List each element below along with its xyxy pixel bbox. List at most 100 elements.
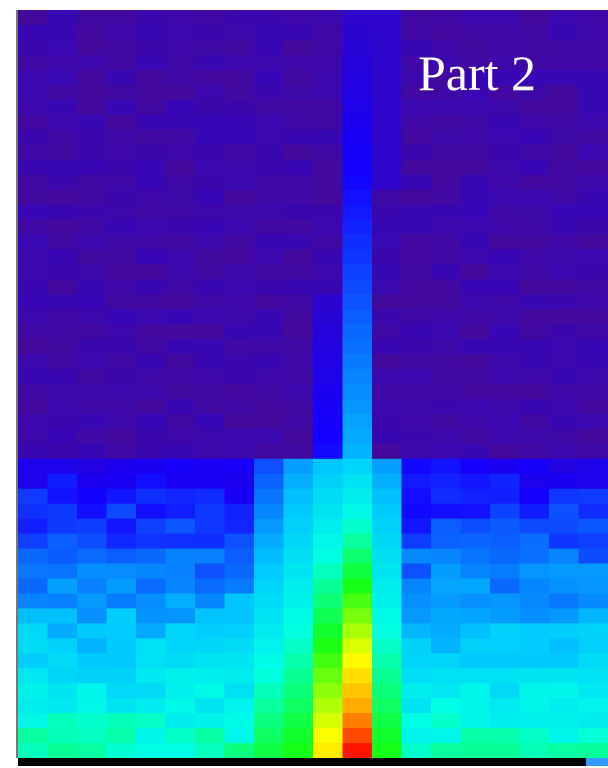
heatmap-cell xyxy=(77,339,107,355)
heatmap-cell xyxy=(460,339,491,355)
heatmap-cell xyxy=(165,204,196,220)
heatmap-cell xyxy=(578,443,608,460)
heatmap-cell xyxy=(342,114,373,131)
heatmap-cell xyxy=(224,279,255,295)
heatmap-cell xyxy=(549,204,579,220)
heatmap-cell xyxy=(77,443,107,460)
heatmap-cell xyxy=(224,593,255,609)
heatmap-cell xyxy=(372,458,402,475)
heatmap-cell xyxy=(342,279,373,295)
heatmap-cell xyxy=(342,653,373,669)
heatmap-cell xyxy=(490,443,520,460)
heatmap-cell xyxy=(431,668,461,684)
heatmap-cell xyxy=(401,339,432,355)
heatmap-cell xyxy=(165,488,196,505)
heatmap-cell xyxy=(165,384,196,400)
heatmap-cell xyxy=(313,54,343,71)
heatmap-cell xyxy=(519,39,550,56)
heatmap-cell xyxy=(165,443,196,460)
heatmap-cell xyxy=(136,204,166,220)
heatmap-cell xyxy=(490,473,520,490)
heatmap-cell xyxy=(195,743,225,759)
heatmap-cell xyxy=(401,548,432,565)
heatmap-cell xyxy=(18,458,48,475)
heatmap-cell xyxy=(490,503,520,520)
heatmap-cell xyxy=(490,548,520,565)
heatmap-cell xyxy=(254,653,284,669)
heatmap-cell xyxy=(106,728,137,744)
heatmap-cell xyxy=(460,219,491,235)
heatmap-cell xyxy=(224,503,255,520)
heatmap-cell xyxy=(549,114,579,131)
heatmap-cell xyxy=(106,413,137,430)
heatmap-cell xyxy=(254,264,284,280)
heatmap-cell xyxy=(549,384,579,400)
heatmap-cell xyxy=(431,563,461,579)
heatmap-cell xyxy=(106,443,137,460)
heatmap-cell xyxy=(195,294,225,310)
heatmap-cell xyxy=(165,294,196,310)
heatmap-cell xyxy=(519,593,550,609)
heatmap-cell xyxy=(77,369,107,385)
heatmap-cell xyxy=(195,129,225,146)
heatmap-cell xyxy=(431,204,461,220)
heatmap-cell xyxy=(372,24,402,41)
heatmap-cell xyxy=(519,204,550,220)
heatmap-cell xyxy=(578,264,608,280)
heatmap-cell xyxy=(401,473,432,490)
heatmap-cell xyxy=(342,698,373,714)
heatmap-cell xyxy=(165,84,196,101)
heatmap-cell xyxy=(283,309,314,325)
heatmap-cell xyxy=(549,473,579,490)
heatmap-cell xyxy=(460,413,491,430)
heatmap-cell xyxy=(519,458,550,475)
heatmap-cell xyxy=(372,144,402,161)
heatmap-cell xyxy=(224,369,255,385)
heatmap-cell xyxy=(254,608,284,624)
heatmap-cell xyxy=(431,593,461,609)
heatmap-cell xyxy=(47,488,78,505)
heatmap-cell xyxy=(401,204,432,220)
heatmap-cell xyxy=(342,533,373,550)
heatmap-cell xyxy=(283,638,314,654)
heatmap-cell xyxy=(106,39,137,56)
heatmap-cell xyxy=(283,189,314,205)
heatmap-cell xyxy=(372,608,402,624)
heatmap-cell xyxy=(18,39,48,56)
heatmap-cell xyxy=(106,473,137,490)
heatmap-cell xyxy=(313,428,343,445)
heatmap-cell xyxy=(283,54,314,71)
heatmap-cell xyxy=(18,384,48,400)
heatmap-cell xyxy=(313,309,343,325)
heatmap-cell xyxy=(313,114,343,131)
heatmap-cell xyxy=(490,563,520,579)
heatmap-cell xyxy=(460,10,491,26)
heatmap-cell xyxy=(372,533,402,550)
heatmap-cell xyxy=(549,189,579,205)
heatmap-cell xyxy=(431,428,461,445)
heatmap-cell xyxy=(18,713,48,729)
heatmap-cell xyxy=(372,428,402,445)
heatmap-cells xyxy=(18,10,608,759)
heatmap-cell xyxy=(313,653,343,669)
heatmap-cell xyxy=(342,428,373,445)
heatmap-cell xyxy=(578,324,608,340)
heatmap-cell xyxy=(490,488,520,505)
heatmap-cell xyxy=(254,129,284,146)
heatmap-cell xyxy=(224,114,255,131)
heatmap-cell xyxy=(401,668,432,684)
heatmap-cell xyxy=(313,294,343,310)
heatmap-cell xyxy=(490,339,520,355)
heatmap-cell xyxy=(519,384,550,400)
heatmap-cell xyxy=(313,533,343,550)
heatmap-cell xyxy=(254,10,284,26)
heatmap-cell xyxy=(224,24,255,41)
heatmap-cell xyxy=(313,369,343,385)
heatmap-cell xyxy=(460,189,491,205)
heatmap-cell xyxy=(431,249,461,265)
heatmap-cell xyxy=(578,279,608,295)
heatmap-cell xyxy=(77,54,107,71)
heatmap-cell xyxy=(549,503,579,520)
heatmap-cell xyxy=(195,249,225,265)
heatmap-cell xyxy=(195,324,225,340)
